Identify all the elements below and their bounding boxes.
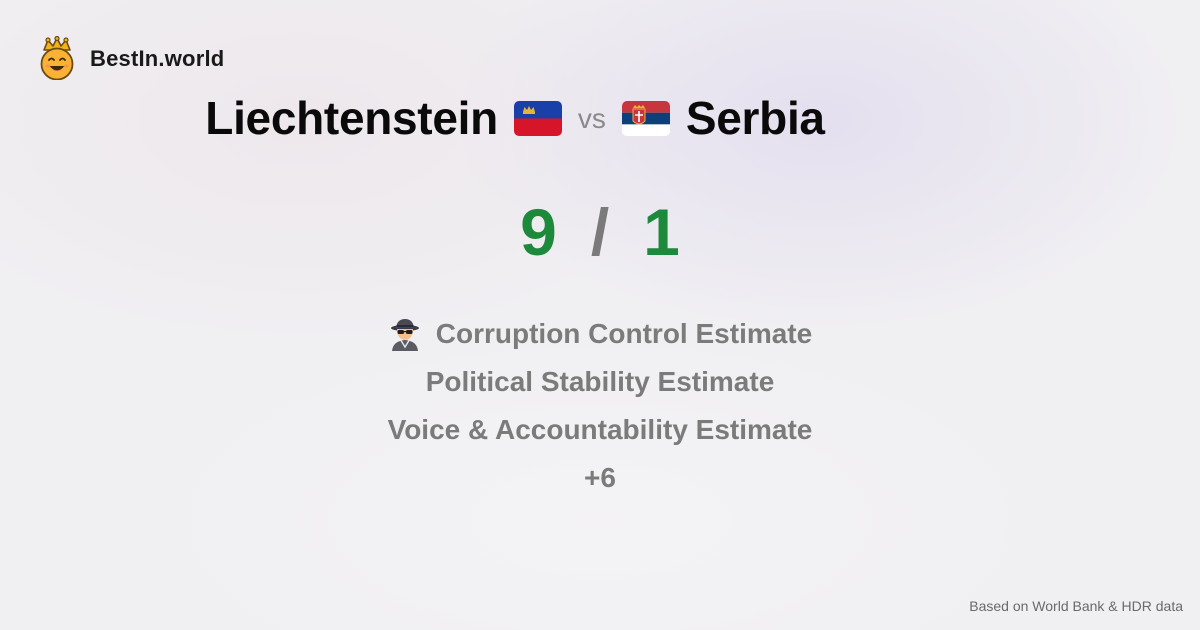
- vs-label: vs: [577, 103, 606, 134]
- brand[interactable]: BestIn.world: [38, 36, 224, 80]
- left-country-name[interactable]: Liechtenstein: [205, 92, 498, 144]
- liechtenstein-flag-icon: [513, 100, 562, 136]
- right-country-name[interactable]: Serbia: [685, 92, 825, 144]
- spy-detective-icon: [390, 319, 419, 351]
- brand-name: BestIn.world: [90, 46, 225, 71]
- serbia-flag-icon: [621, 100, 670, 136]
- metric-label: Corruption Control Estimate: [435, 318, 813, 349]
- score-separator: /: [590, 195, 610, 269]
- left-score: 9: [520, 195, 557, 269]
- metric-item[interactable]: Corruption Control Estimate: [0, 310, 1200, 358]
- score: 9 / 1: [0, 192, 1200, 272]
- metric-item[interactable]: Voice & Accountability Estimate: [0, 406, 1200, 454]
- right-score: 1: [643, 195, 680, 269]
- metric-label: Voice & Accountability Estimate: [387, 414, 813, 445]
- metrics-list: Corruption Control Estimate Political St…: [0, 310, 1200, 502]
- metric-item[interactable]: Political Stability Estimate: [0, 358, 1200, 406]
- crowned-smiley-icon: [40, 36, 74, 80]
- more-metrics-count[interactable]: +6: [584, 462, 616, 493]
- metric-label: Political Stability Estimate: [425, 366, 775, 397]
- comparison-title: Liechtenstein vs Serbia: [0, 88, 1030, 148]
- data-source-note: Based on World Bank & HDR data: [969, 598, 1183, 614]
